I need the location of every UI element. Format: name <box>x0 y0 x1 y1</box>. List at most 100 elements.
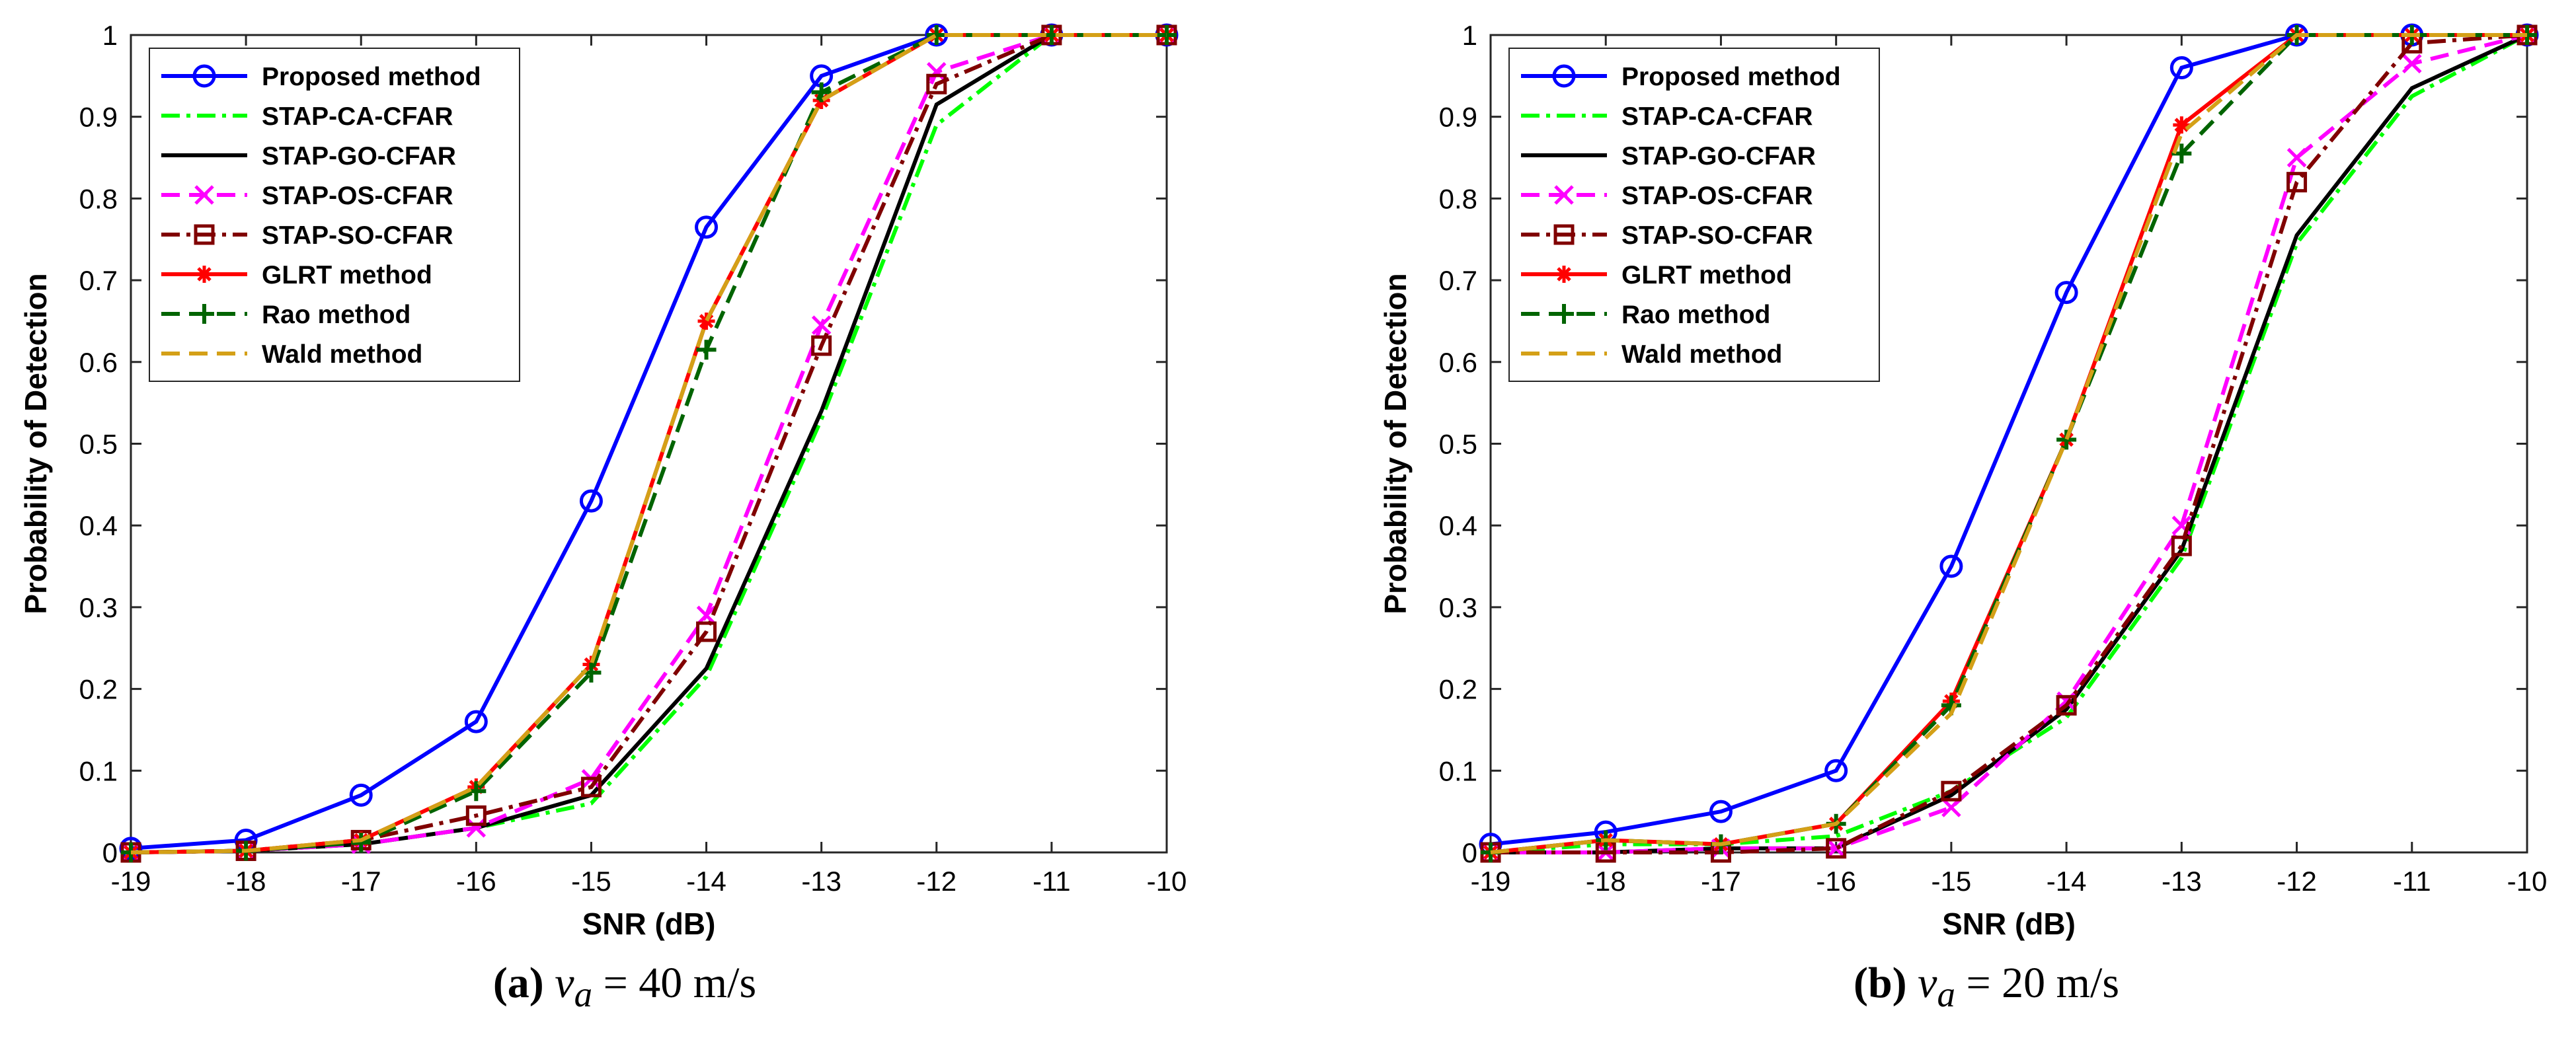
data-point <box>695 215 719 239</box>
y-tick-label: 0.5 <box>79 429 118 460</box>
legend-item: Proposed method <box>1521 63 1841 91</box>
legend-marker <box>194 304 214 324</box>
y-tick-label: 0.4 <box>79 510 118 541</box>
x-tick-label: -18 <box>1586 866 1626 897</box>
legend-label: Rao method <box>262 301 410 329</box>
legend: Proposed method STAP-CA-CFAR STAP-GO-CFAR S… <box>149 48 520 382</box>
caption-a-var: v <box>555 959 574 1007</box>
y-tick-label: 0.7 <box>79 265 118 296</box>
y-tick-label: 0.1 <box>79 755 118 786</box>
y-axis-label: Probability of Detection <box>19 273 53 614</box>
legend-marker <box>194 185 214 205</box>
legend-box <box>1508 48 1880 382</box>
y-tick-label: 0.2 <box>1439 674 1477 705</box>
x-tick-label: -15 <box>1932 866 1972 897</box>
y-tick-label: 1 <box>1462 20 1477 51</box>
legend-item: STAP-GO-CFAR <box>1521 142 1816 170</box>
legend-label: STAP-SO-CFAR <box>262 221 453 250</box>
series-line <box>130 33 1167 854</box>
x-tick-label: -12 <box>916 866 956 897</box>
y-tick-label: 0.3 <box>1439 592 1477 623</box>
figure: -19 -18 -17 -16 -15 -14 -13 -12 -11 -10 0 0.1 0.2 0.3… <box>19 20 2547 941</box>
legend-item: Proposed method <box>161 63 481 91</box>
data-point <box>2056 694 2077 716</box>
legend-item: STAP-CA-CFAR <box>1521 102 1813 131</box>
legend-label: STAP-GO-CFAR <box>1621 142 1816 170</box>
legend-item: Rao method <box>1521 301 1770 329</box>
legend-item: GLRT method <box>161 261 432 289</box>
y-tick-label: 1 <box>102 20 118 51</box>
legend-marker <box>1554 304 1574 324</box>
legend-item: GLRT method <box>1521 261 1792 289</box>
caption-b-value: = 20 m/s <box>1955 959 2120 1007</box>
data-point <box>2054 281 2078 305</box>
x-tick-label: -14 <box>686 866 726 897</box>
data-point <box>811 335 832 356</box>
legend-label: Proposed method <box>262 63 481 91</box>
legend-marker <box>194 224 215 245</box>
legend-label: Wald method <box>262 340 422 369</box>
data-point <box>466 818 487 838</box>
y-tick-label: 0 <box>1462 837 1477 868</box>
legend-marker <box>1554 185 1574 205</box>
x-tick-label: -17 <box>341 866 381 897</box>
caption-b-var: v <box>1918 959 1937 1007</box>
data-point <box>927 61 947 82</box>
x-tick-label: -16 <box>1816 866 1856 897</box>
x-axis-label: SNR (dB) <box>1942 907 2076 941</box>
x-tick-label: -19 <box>111 866 151 897</box>
y-tick-label: 0.1 <box>1439 755 1477 786</box>
legend-item: STAP-OS-CFAR <box>1521 182 1813 210</box>
legend-label: STAP-GO-CFAR <box>262 142 456 170</box>
caption-a-label: (a) <box>492 959 544 1007</box>
plot-b: -19 -18 -17 -16 -15 -14 -13 -12 -11 -10 0 0.1 0.2 0.3… <box>1378 20 2547 941</box>
y-tick-label: 0.3 <box>79 592 118 623</box>
series-wald-method <box>1490 33 2527 854</box>
data-point <box>926 73 947 94</box>
series-stap-ca-cfar <box>130 33 1167 854</box>
legend-item: STAP-CA-CFAR <box>161 102 453 131</box>
y-tick-label: 0.2 <box>79 674 118 705</box>
data-point <box>696 621 717 642</box>
data-point <box>697 312 715 330</box>
data-point <box>1941 798 1961 817</box>
series-line <box>130 33 1167 854</box>
series-line <box>1490 33 2527 854</box>
legend-label: GLRT method <box>1621 261 1792 289</box>
x-axis-label: SNR (dB) <box>582 907 716 941</box>
data-point <box>2173 116 2191 134</box>
x-tick-label: -11 <box>2393 866 2431 897</box>
series-line <box>1491 33 2528 854</box>
x-tick-label: -13 <box>2162 866 2202 897</box>
data-point <box>2171 535 2192 556</box>
caption-b-label: (b) <box>1853 959 1907 1007</box>
legend-label: STAP-OS-CFAR <box>262 182 453 210</box>
legend-label: STAP-CA-CFAR <box>262 102 453 131</box>
x-tick-label: -13 <box>801 866 841 897</box>
x-tick-label: -11 <box>1033 866 1071 897</box>
caption-a: (a) va = 40 m/s <box>294 958 955 1015</box>
legend-label: Proposed method <box>1621 63 1841 91</box>
data-point <box>2286 172 2308 193</box>
legend-marker <box>1555 266 1573 283</box>
y-axis-label: Probability of Detection <box>1378 273 1413 614</box>
legend-item: STAP-SO-CFAR <box>1521 221 1813 250</box>
y-tick-label: 0.4 <box>1439 510 1477 541</box>
data-point <box>2286 147 2307 168</box>
legend-item: Rao method <box>161 301 410 329</box>
legend-marker <box>1553 224 1575 245</box>
caption-a-sub: a <box>574 974 593 1015</box>
data-point <box>811 82 832 102</box>
data-point <box>349 783 373 807</box>
legend-label: STAP-OS-CFAR <box>1621 182 1813 210</box>
data-point <box>2169 56 2193 79</box>
data-point <box>1941 780 1962 802</box>
data-point <box>464 710 488 733</box>
data-point <box>1939 554 1963 578</box>
legend-marker <box>192 64 216 88</box>
data-point <box>465 805 487 826</box>
y-tick-label: 0.9 <box>1439 102 1477 133</box>
data-point <box>1824 759 1848 782</box>
x-tick-label: -15 <box>571 866 611 897</box>
y-tick-label: 0.6 <box>1439 347 1477 378</box>
